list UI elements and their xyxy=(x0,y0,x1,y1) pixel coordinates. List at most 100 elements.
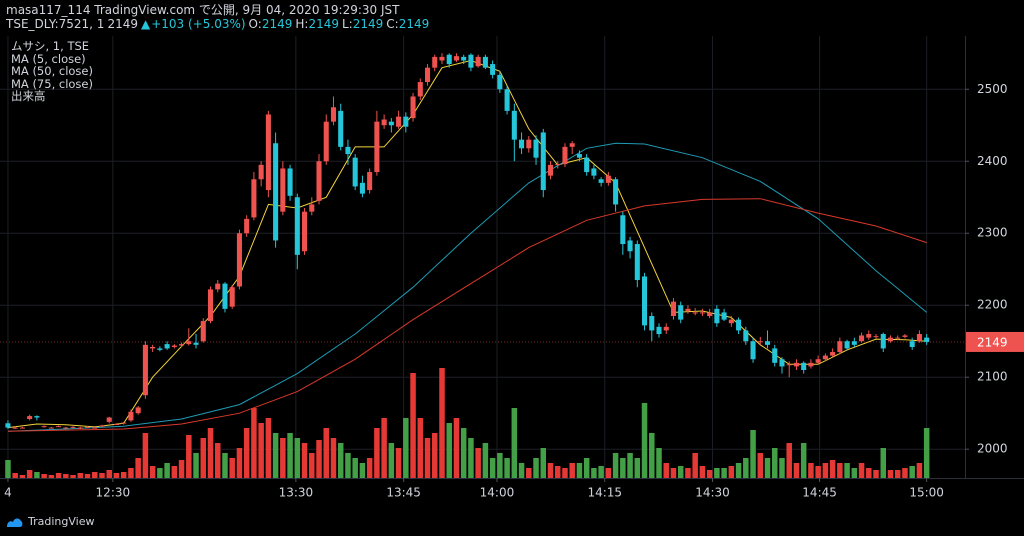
volume-bar xyxy=(533,458,539,478)
candle-body xyxy=(396,116,402,127)
volume-bar xyxy=(5,460,11,478)
volume-bar xyxy=(48,475,55,478)
volume-bar xyxy=(92,472,98,478)
volume-bar xyxy=(612,453,619,478)
legend-volume: 出来高 xyxy=(11,89,46,103)
candle-body xyxy=(555,164,561,166)
volume-bar xyxy=(417,418,424,478)
candle-body xyxy=(540,132,546,191)
volume-bar xyxy=(576,463,583,478)
candle-body xyxy=(179,344,185,346)
candle-body xyxy=(142,344,148,396)
volume-bar xyxy=(764,458,771,478)
candle-body xyxy=(352,157,358,187)
change: +103 (+5.03%) xyxy=(151,17,246,31)
legend-symbol: ムサシ, 1, TSE xyxy=(11,39,90,53)
volume-bar xyxy=(352,458,358,478)
candle-body xyxy=(309,204,315,212)
candle-body xyxy=(236,233,242,287)
candle-body xyxy=(77,427,83,429)
candle-body xyxy=(924,337,930,342)
volume-bar xyxy=(229,458,235,478)
volume-bar xyxy=(164,463,170,478)
candle-body xyxy=(287,168,293,196)
y-tick-label: 2100 xyxy=(977,370,1008,384)
volume-bar xyxy=(634,458,641,478)
volume-bar xyxy=(894,470,901,478)
price: 2149 xyxy=(107,17,138,31)
volume-bar xyxy=(677,466,684,478)
candle-body xyxy=(786,364,792,366)
candle-body xyxy=(12,427,18,429)
ma-line xyxy=(7,198,927,432)
x-tick-label: 13:30 xyxy=(279,486,314,500)
volume-bar xyxy=(714,468,720,478)
volume-bar xyxy=(887,470,894,478)
candle-body xyxy=(808,362,814,367)
candle-body xyxy=(887,337,894,342)
legend-entry: MA (5, close) xyxy=(11,51,86,66)
volume-bar xyxy=(77,473,84,478)
volume-bar xyxy=(128,468,134,478)
candle-body xyxy=(316,161,322,201)
last-price-box xyxy=(966,331,1024,352)
candle-body xyxy=(873,336,879,338)
footer: TradingView xyxy=(6,515,94,528)
volume-bar xyxy=(193,453,199,478)
volume-bar xyxy=(171,466,178,478)
candle-body xyxy=(822,355,828,360)
candle-body xyxy=(41,426,47,428)
volume-bar xyxy=(106,470,112,478)
volume-bar xyxy=(200,438,207,478)
volume-bar xyxy=(518,463,525,478)
candle-body xyxy=(605,175,611,183)
candle-body xyxy=(92,427,98,429)
volume-bar xyxy=(475,448,481,478)
candle-body xyxy=(27,416,33,419)
candle-body xyxy=(84,426,91,428)
volume-bar xyxy=(345,453,351,478)
candle-body xyxy=(410,96,416,119)
legend: ムサシ, 1, TSE MA (5, close) MA (50, close)… xyxy=(11,40,93,103)
volume-bar xyxy=(793,463,800,478)
candle-body xyxy=(121,422,127,424)
candle-body xyxy=(381,119,387,126)
volume-bar xyxy=(844,463,850,478)
volume-bar xyxy=(157,468,163,478)
volume-bar xyxy=(656,448,662,478)
x-tick-label: 12:30 xyxy=(96,486,131,500)
symbol: TSE_DLY:7521, 1 xyxy=(6,17,105,31)
volume-bar xyxy=(902,468,908,478)
candle-body xyxy=(330,107,337,122)
candle-body xyxy=(721,312,727,320)
volume-bar xyxy=(620,458,626,478)
ohlc-label: C: xyxy=(386,17,399,31)
legend-entry: MA (75, close) xyxy=(11,76,93,91)
candle-body xyxy=(902,335,908,337)
volume-bar xyxy=(236,448,243,478)
volume-bar xyxy=(432,433,438,478)
volume-bar xyxy=(468,438,474,478)
candle-body xyxy=(844,341,850,349)
volume-bar xyxy=(388,443,395,478)
volume-bar xyxy=(446,423,452,478)
volume-bar xyxy=(34,472,40,478)
volume-bar xyxy=(627,453,633,478)
volume-bar xyxy=(366,458,373,478)
candle-body xyxy=(302,211,308,252)
candle-body xyxy=(511,110,517,140)
volume-bar xyxy=(699,466,706,478)
volume-bar xyxy=(359,463,366,478)
volume-bar xyxy=(316,440,322,478)
candle-body xyxy=(634,244,640,281)
candle-body xyxy=(244,218,250,234)
candle-body xyxy=(468,54,474,68)
candle-body xyxy=(367,172,373,191)
x-tick-label: 13:45 xyxy=(386,486,421,500)
change-arrow: ▲ xyxy=(141,17,151,31)
volume-bar xyxy=(743,458,749,478)
candle-body xyxy=(757,341,763,343)
volume-bar xyxy=(540,448,547,478)
candle-body xyxy=(439,56,445,61)
volume-bar xyxy=(641,403,648,478)
